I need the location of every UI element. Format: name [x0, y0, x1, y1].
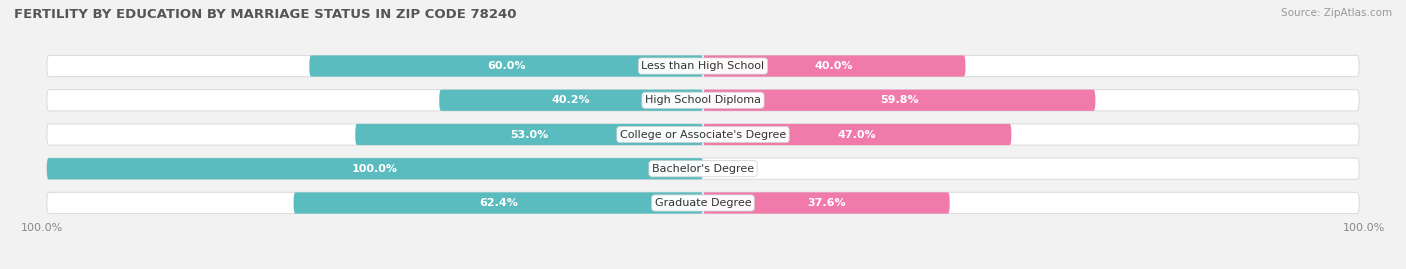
Text: 47.0%: 47.0%	[838, 129, 876, 140]
Text: 60.0%: 60.0%	[486, 61, 526, 71]
Text: Source: ZipAtlas.com: Source: ZipAtlas.com	[1281, 8, 1392, 18]
FancyBboxPatch shape	[46, 124, 1360, 145]
Text: High School Diploma: High School Diploma	[645, 95, 761, 105]
Text: 100.0%: 100.0%	[1343, 223, 1385, 233]
FancyBboxPatch shape	[703, 192, 949, 214]
FancyBboxPatch shape	[703, 55, 966, 77]
Text: 40.2%: 40.2%	[551, 95, 591, 105]
FancyBboxPatch shape	[294, 192, 703, 214]
FancyBboxPatch shape	[703, 90, 1095, 111]
FancyBboxPatch shape	[356, 124, 703, 145]
Text: 59.8%: 59.8%	[880, 95, 918, 105]
Text: 62.4%: 62.4%	[479, 198, 517, 208]
FancyBboxPatch shape	[46, 192, 1360, 214]
Text: Bachelor's Degree: Bachelor's Degree	[652, 164, 754, 174]
Text: Graduate Degree: Graduate Degree	[655, 198, 751, 208]
Text: 40.0%: 40.0%	[815, 61, 853, 71]
Text: College or Associate's Degree: College or Associate's Degree	[620, 129, 786, 140]
Text: Less than High School: Less than High School	[641, 61, 765, 71]
FancyBboxPatch shape	[46, 55, 1360, 77]
FancyBboxPatch shape	[703, 124, 1011, 145]
Text: FERTILITY BY EDUCATION BY MARRIAGE STATUS IN ZIP CODE 78240: FERTILITY BY EDUCATION BY MARRIAGE STATU…	[14, 8, 516, 21]
Text: 100.0%: 100.0%	[21, 223, 63, 233]
Text: 37.6%: 37.6%	[807, 198, 845, 208]
FancyBboxPatch shape	[46, 158, 1360, 179]
Text: 100.0%: 100.0%	[352, 164, 398, 174]
Text: 0.0%: 0.0%	[713, 164, 741, 174]
FancyBboxPatch shape	[46, 158, 703, 179]
Text: 53.0%: 53.0%	[510, 129, 548, 140]
FancyBboxPatch shape	[439, 90, 703, 111]
FancyBboxPatch shape	[46, 90, 1360, 111]
FancyBboxPatch shape	[309, 55, 703, 77]
